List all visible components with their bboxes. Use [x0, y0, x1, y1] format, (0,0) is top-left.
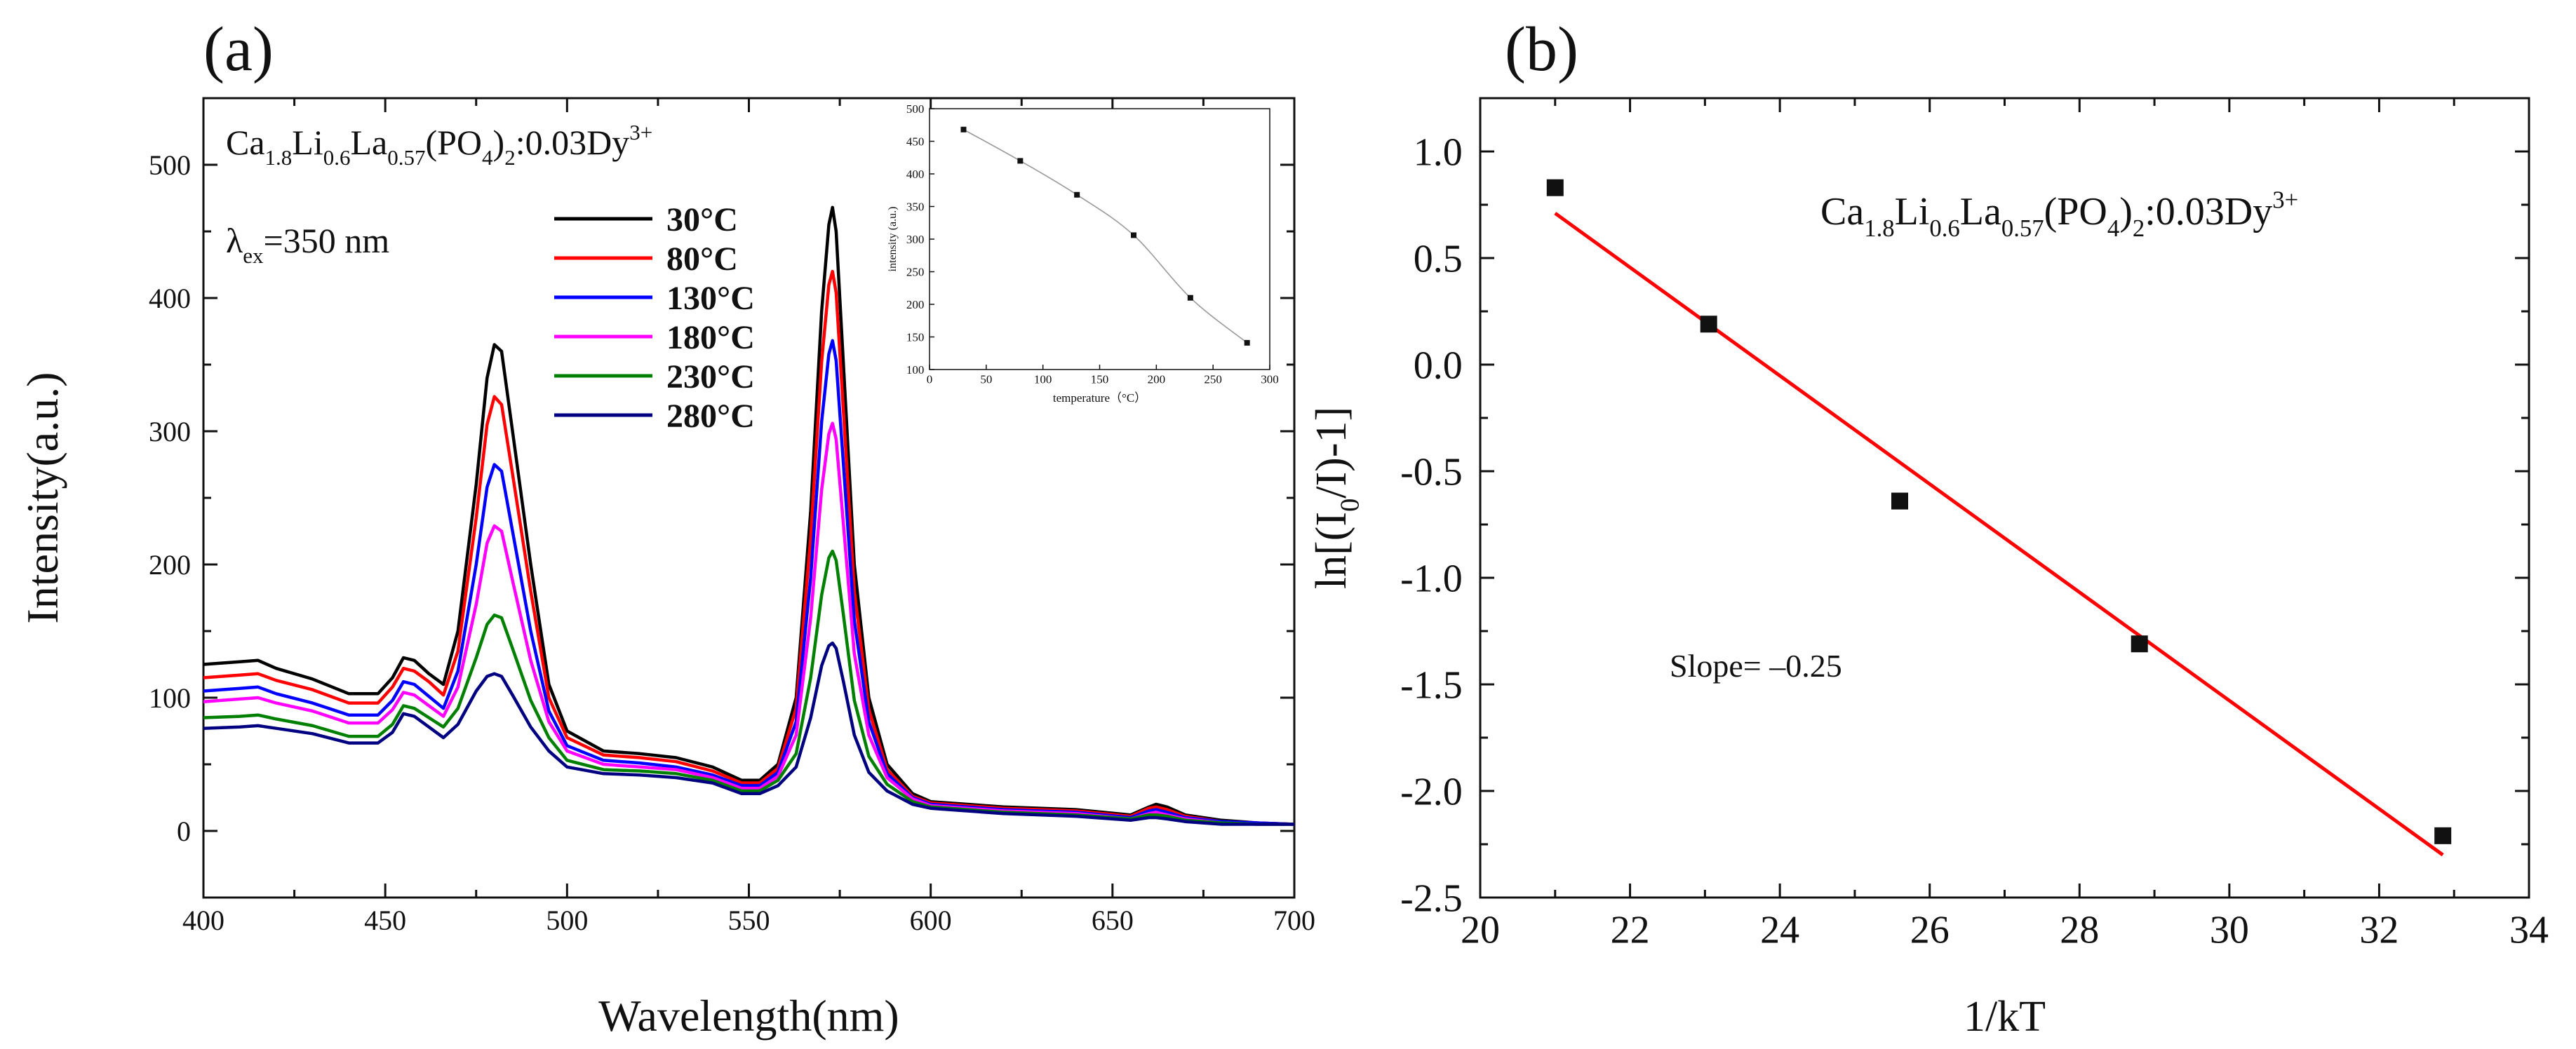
- inset-ytick-label: 500: [906, 102, 925, 116]
- b-data-point: [1700, 316, 1717, 333]
- a-xtick-label: 450: [364, 905, 406, 936]
- b-ytick-label: -1.0: [1400, 557, 1463, 601]
- panel-b-plot: 20 22 24 26 28 30 32 34 -2.5 -2.0 -1.5 -1.0 -0.5 0.0 0…: [1308, 97, 2549, 1041]
- a-xtick-label: 600: [910, 905, 952, 936]
- a-xtick-label: 500: [546, 905, 588, 936]
- a-ytick-label: 200: [149, 549, 191, 581]
- b-xtick-label: 30: [2210, 908, 2249, 952]
- a-legend-label: 30°C: [666, 201, 738, 238]
- a-ylabel: Intensity(a.u.): [18, 372, 67, 624]
- b-ylabel-group: ln[(I0/I)-1]: [1308, 407, 1365, 589]
- b-ylabel: ln[(I0/I)-1]: [1308, 407, 1365, 589]
- panel-a-label: (a): [203, 15, 274, 84]
- b-formula-annotation: Ca1.8Li0.6La0.57(PO4)2:0.03Dy3+: [1820, 186, 2298, 241]
- inset-ytick-label: 100: [906, 363, 925, 377]
- inset-xtick-label: 150: [1091, 373, 1109, 386]
- inset-ytick-label: 450: [906, 135, 925, 148]
- a-formula-annotation: Ca1.8Li0.6La0.57(PO4)2:0.03Dy3+: [226, 120, 652, 170]
- b-xtick-label: 34: [2509, 908, 2549, 952]
- inset-point: [1074, 191, 1080, 198]
- inset-xtick-label: 200: [1148, 373, 1166, 386]
- inset-point: [1017, 158, 1024, 164]
- panel-b: (b) 20 22 24 26 28 30 32 34 -2.5 -2.0 -1.5 -1.0 -0.5…: [1308, 15, 2549, 1041]
- inset-ytick-label: 250: [906, 265, 925, 278]
- b-xtick-label: 28: [2060, 908, 2099, 952]
- a-excitation-annotation: λex=350 nm: [226, 221, 389, 268]
- inset-ytick-label: 400: [906, 168, 925, 181]
- b-xtick-label: 24: [1760, 908, 1799, 952]
- b-data-point: [2434, 827, 2452, 844]
- a-xtick-label: 550: [728, 905, 770, 936]
- panel-b-label: (b): [1505, 15, 1578, 84]
- a-legend-label: 130°C: [666, 280, 755, 317]
- panel-a-inset: 0 50 100 150 200 250 300 100 150 200 250 300 350 400 4…: [887, 102, 1279, 405]
- a-ytick-label: 100: [149, 682, 191, 714]
- a-series-line: [203, 421, 1294, 826]
- inset-xtick-label: 0: [927, 373, 933, 386]
- a-legend-label: 180°C: [666, 319, 755, 356]
- b-data-point: [2131, 635, 2148, 653]
- a-ytick-label: 400: [149, 283, 191, 314]
- panel-a-plot: 400 450 500 550 600 650 7000100200300400500Wav…: [18, 97, 1315, 1041]
- inset-ylabel: intensity (a.u.): [887, 207, 899, 272]
- a-legend-label: 80°C: [666, 241, 738, 278]
- b-data-point: [1546, 179, 1564, 196]
- inset-line: [963, 129, 1248, 344]
- inset-xtick-label: 300: [1261, 373, 1279, 386]
- b-xtick-label: 32: [2359, 908, 2399, 952]
- inset-xlabel: temperature（°C）: [1053, 391, 1146, 405]
- inset-point: [960, 126, 967, 133]
- inset-ytick-label: 200: [906, 298, 925, 311]
- inset-background: [930, 109, 1270, 370]
- b-ytick-label: 0.5: [1414, 238, 1463, 281]
- inset-ytick-label: 300: [906, 233, 925, 246]
- b-fit-line: [1554, 212, 2444, 857]
- panel-a: (a) 400 450 500 550 600 650 700010020030040050…: [18, 15, 1315, 1041]
- b-ytick-label: 1.0: [1414, 131, 1463, 175]
- b-ytick-label: -2.0: [1400, 771, 1463, 814]
- inset-xtick-label: 50: [980, 373, 992, 386]
- a-xtick-label: 700: [1273, 905, 1315, 936]
- inset-ytick-label: 350: [906, 200, 925, 213]
- inset-point: [1131, 232, 1136, 238]
- a-ytick-label: 500: [149, 149, 191, 181]
- inset-point: [1244, 339, 1250, 346]
- a-ytick-label: 300: [149, 416, 191, 447]
- a-xlabel: Wavelength(nm): [598, 991, 899, 1041]
- b-ytick-label: 0.0: [1414, 344, 1463, 388]
- b-slope-annotation: Slope= –0.25: [1670, 648, 1842, 684]
- a-series-line: [203, 641, 1294, 826]
- b-data-point: [1891, 492, 1908, 510]
- inset-ytick-label: 150: [906, 330, 925, 344]
- inset-xtick-label: 100: [1034, 373, 1052, 386]
- a-ytick-label: 0: [177, 815, 191, 847]
- a-legend-label: 230°C: [666, 358, 755, 395]
- b-xtick-label: 20: [1461, 908, 1500, 952]
- b-xtick-label: 22: [1611, 908, 1650, 952]
- b-ytick-label: -0.5: [1400, 451, 1463, 494]
- a-legend-label: 280°C: [666, 398, 755, 435]
- b-xtick-label: 26: [1910, 908, 1950, 952]
- b-ytick-label: -2.5: [1400, 877, 1463, 921]
- a-xtick-label: 400: [182, 905, 224, 936]
- inset-point: [1187, 295, 1193, 301]
- inset-xtick-label: 250: [1204, 373, 1222, 386]
- b-xlabel: 1/kT: [1964, 993, 2046, 1041]
- b-ytick-label: -1.5: [1400, 664, 1463, 708]
- a-xtick-label: 650: [1092, 905, 1134, 936]
